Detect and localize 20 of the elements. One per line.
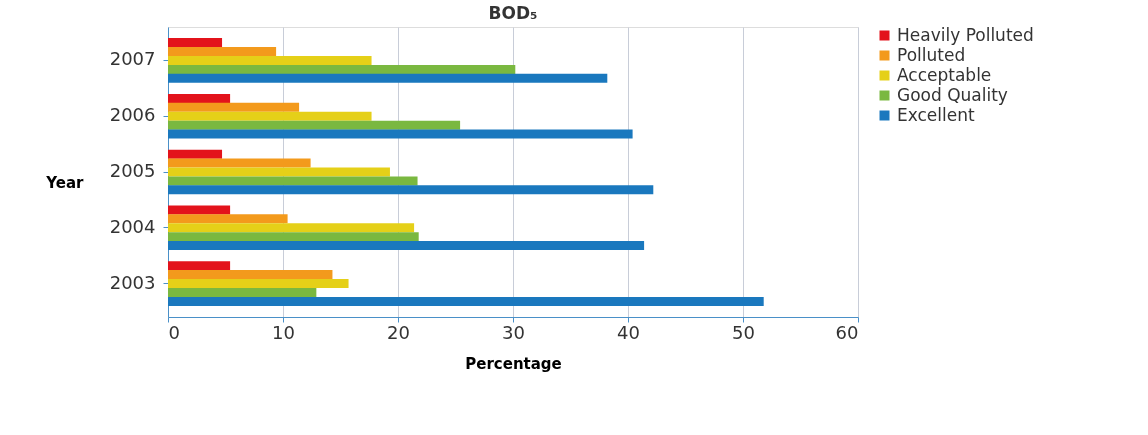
y-tick-label: 2007 [109,48,156,70]
x-tick-label: 20 [387,321,410,343]
x-tick-label: 0 [168,321,180,343]
x-tick-label: 50 [732,321,755,343]
x-tick-label: 40 [617,321,640,343]
legend-label: Acceptable [897,64,992,85]
legend-label: Excellent [897,104,975,125]
legend-label: Good Quality [897,84,1008,105]
x-tick-label: 10 [272,321,295,343]
y-tick-label: 2004 [109,215,156,237]
x-tick-label: 60 [835,321,859,343]
x-tick-label: 30 [502,321,525,343]
legend-label: Polluted [897,44,966,65]
x-axis-title: Percentage [465,354,562,373]
y-tick-label: 2003 [109,271,156,293]
y-axis-title: Year [45,173,85,192]
chart-title: BOD₅ [488,3,538,23]
legend-label: Heavily Polluted [897,24,1034,45]
y-tick-label: 2005 [109,160,156,181]
y-tick-label: 2006 [109,104,156,126]
